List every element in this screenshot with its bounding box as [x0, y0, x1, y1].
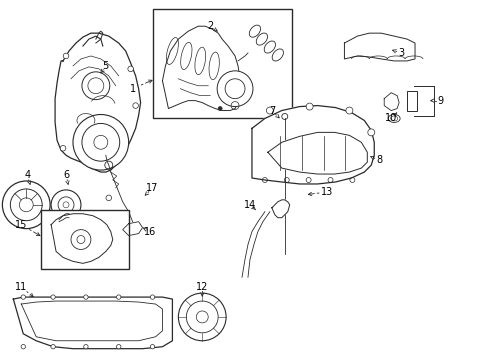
Circle shape	[73, 114, 129, 170]
Circle shape	[368, 129, 375, 136]
Ellipse shape	[249, 25, 261, 37]
Text: 10: 10	[385, 113, 397, 123]
Circle shape	[84, 295, 88, 299]
Circle shape	[60, 145, 66, 151]
Circle shape	[267, 107, 273, 114]
Text: 9: 9	[438, 96, 444, 105]
Circle shape	[128, 66, 133, 72]
Polygon shape	[55, 33, 141, 172]
Circle shape	[117, 345, 121, 349]
Circle shape	[84, 345, 88, 349]
Text: 17: 17	[147, 183, 159, 193]
Text: 6: 6	[63, 170, 69, 180]
Ellipse shape	[272, 49, 283, 61]
Text: 16: 16	[145, 226, 157, 237]
Circle shape	[51, 345, 55, 349]
Polygon shape	[384, 93, 399, 111]
Circle shape	[150, 345, 155, 349]
Ellipse shape	[264, 41, 275, 53]
Text: 14: 14	[244, 200, 256, 210]
Circle shape	[117, 295, 121, 299]
Text: 8: 8	[376, 155, 382, 165]
Text: 3: 3	[398, 48, 404, 58]
Circle shape	[218, 107, 222, 111]
Polygon shape	[163, 26, 240, 111]
Text: 12: 12	[196, 282, 208, 292]
Polygon shape	[252, 105, 374, 184]
Text: 4: 4	[24, 170, 30, 180]
Circle shape	[178, 293, 226, 341]
Polygon shape	[51, 214, 113, 264]
Text: 1: 1	[129, 84, 136, 94]
Text: 7: 7	[269, 105, 275, 116]
Circle shape	[217, 71, 253, 107]
Circle shape	[63, 53, 69, 59]
Text: 5: 5	[103, 61, 109, 71]
Circle shape	[133, 103, 138, 108]
Circle shape	[21, 345, 25, 349]
Circle shape	[82, 72, 110, 100]
Ellipse shape	[256, 33, 268, 45]
Polygon shape	[13, 297, 172, 349]
Text: 15: 15	[15, 220, 27, 230]
Circle shape	[346, 107, 353, 114]
Polygon shape	[344, 33, 415, 61]
Text: 13: 13	[321, 187, 334, 197]
Circle shape	[2, 181, 50, 229]
Circle shape	[21, 295, 25, 299]
Circle shape	[306, 103, 313, 110]
Circle shape	[51, 295, 55, 299]
Bar	[407, 91, 417, 111]
Text: 2: 2	[207, 21, 213, 31]
Circle shape	[150, 295, 155, 299]
Polygon shape	[272, 200, 290, 218]
Bar	[41, 210, 129, 269]
Bar	[152, 9, 292, 118]
Ellipse shape	[388, 114, 400, 122]
Polygon shape	[268, 132, 368, 174]
Text: 11: 11	[15, 282, 27, 292]
Polygon shape	[122, 222, 143, 235]
Circle shape	[51, 190, 81, 220]
